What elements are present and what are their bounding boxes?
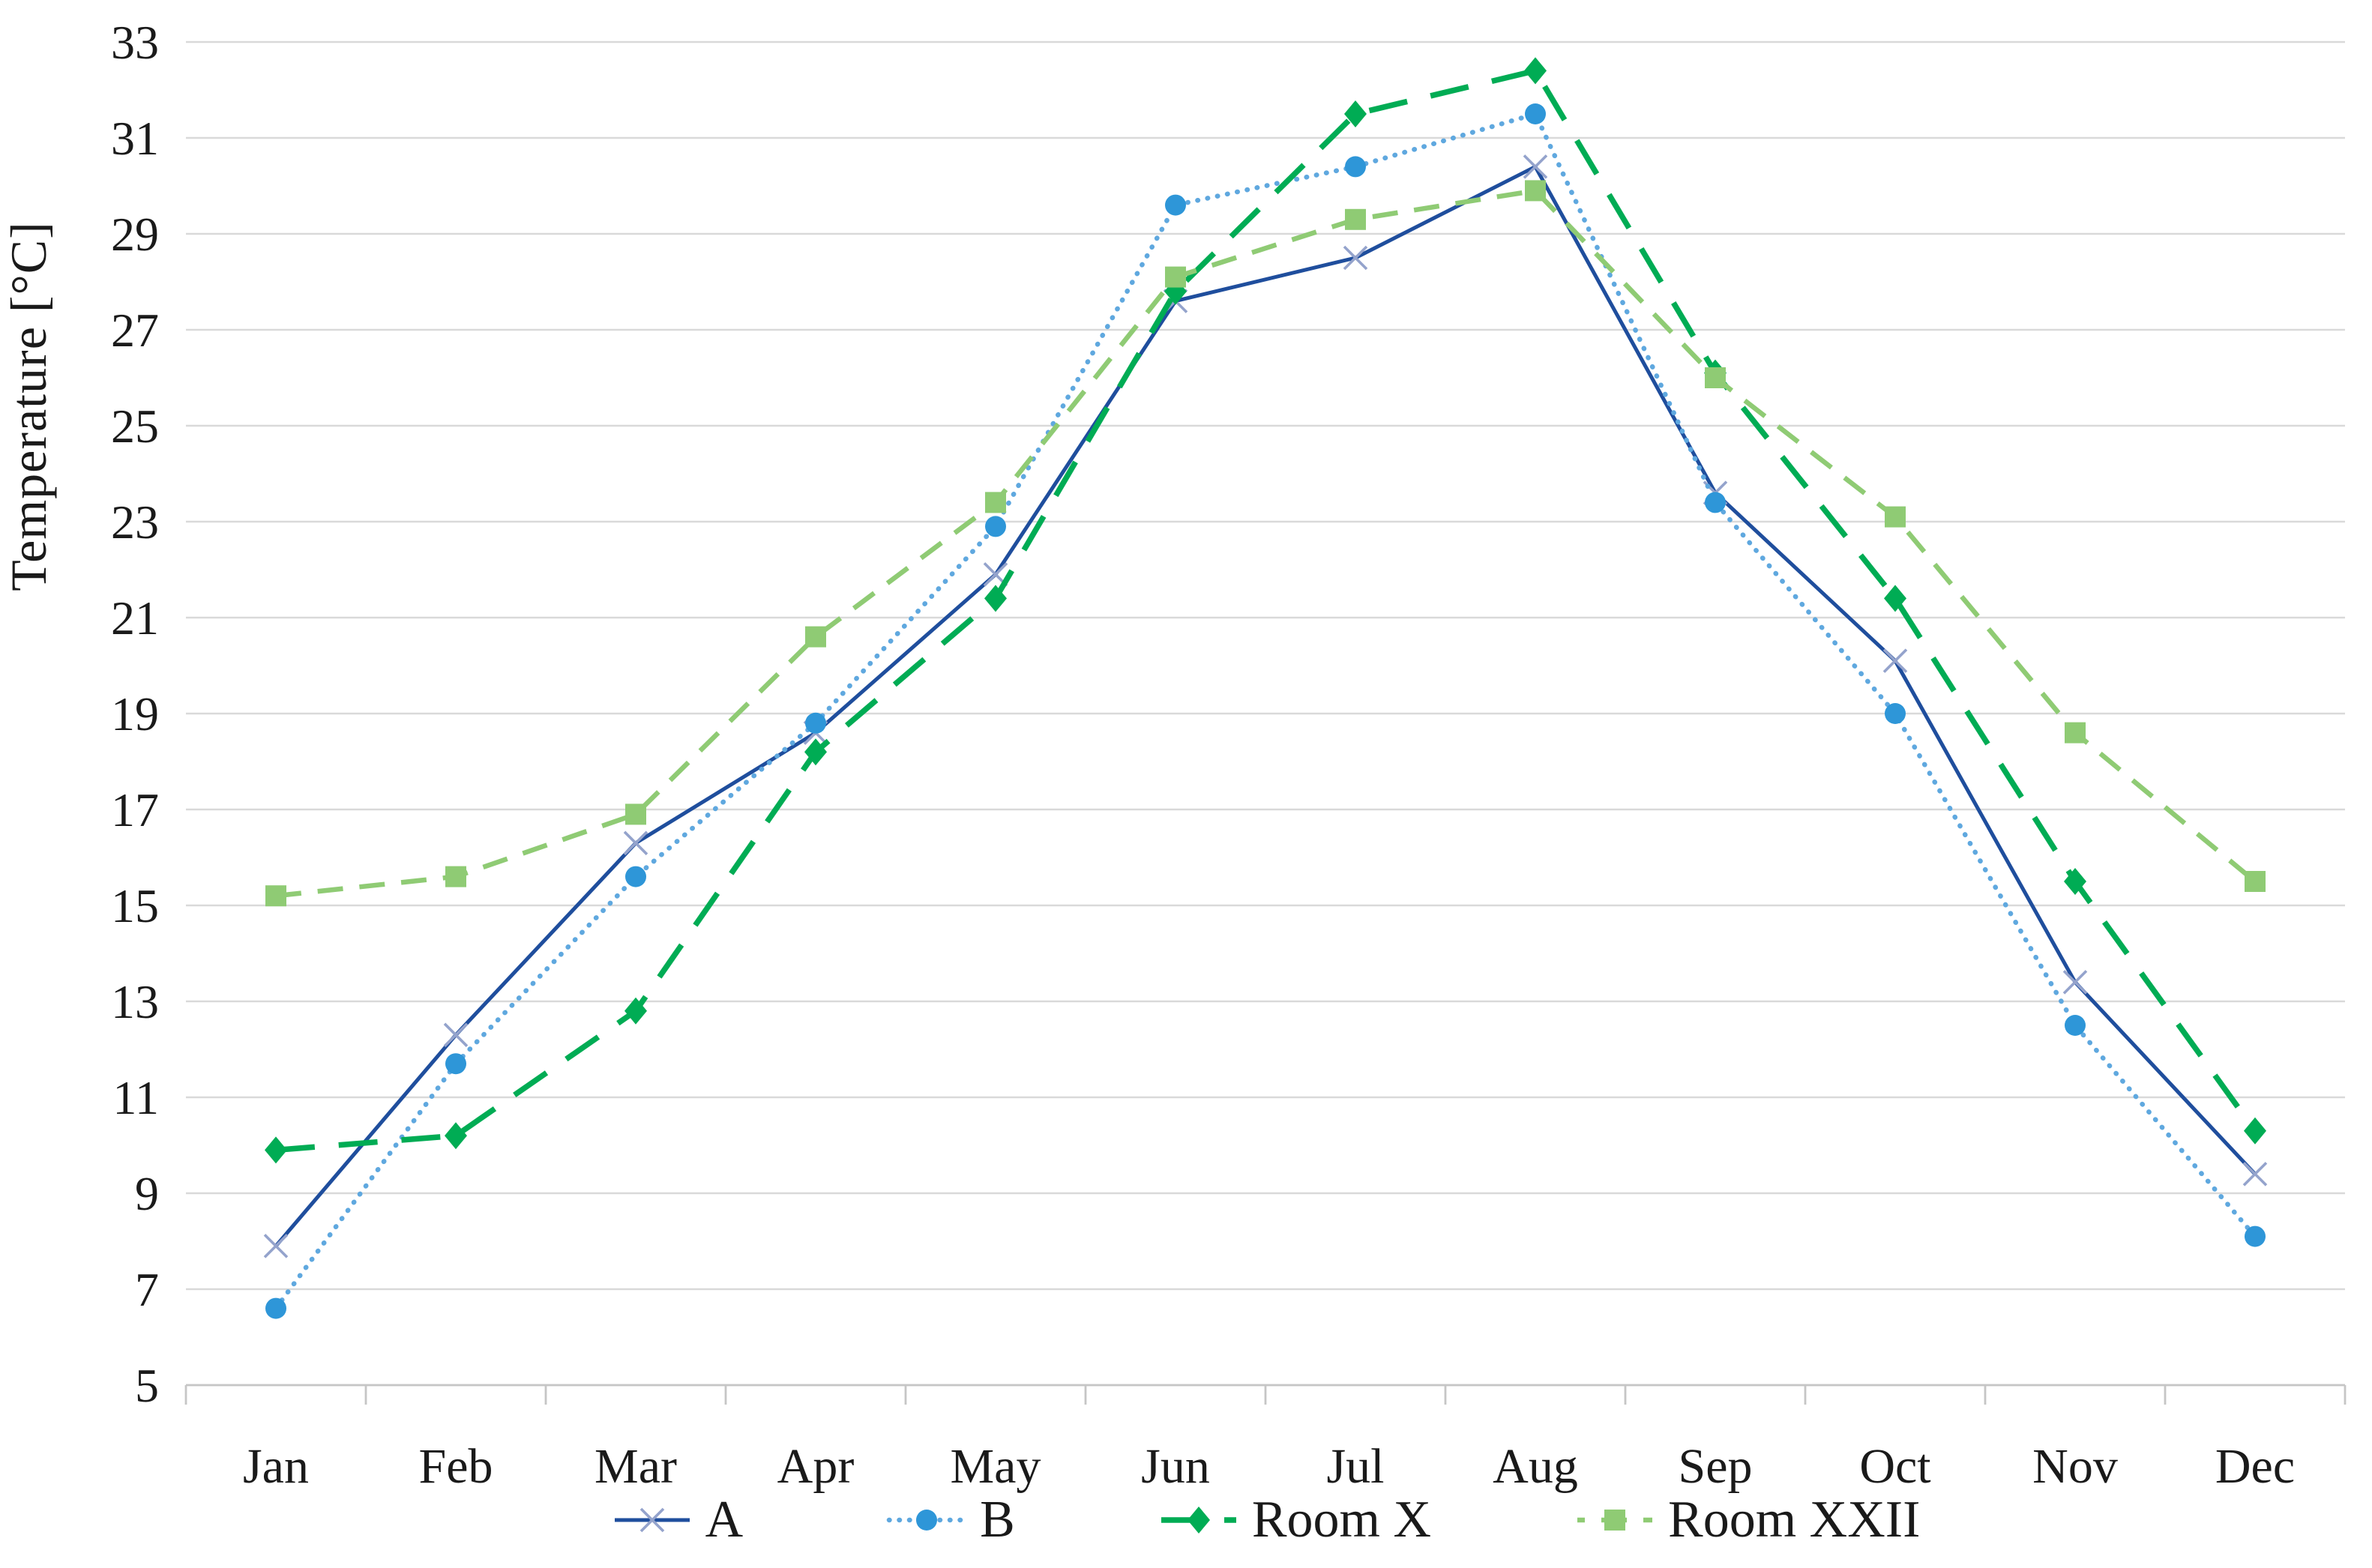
- square-marker-icon: [1165, 266, 1186, 288]
- legend-sample-diamond: [1161, 1507, 1236, 1534]
- x-tick-label: Sep: [1679, 1439, 1753, 1494]
- series-line: [275, 188, 2257, 899]
- y-tick-label: 13: [111, 975, 159, 1028]
- square-marker-icon: [625, 803, 646, 825]
- circle-marker-icon: [2065, 1015, 2086, 1036]
- circle-marker-icon: [916, 1510, 938, 1531]
- square-marker-icon: [985, 492, 1006, 513]
- series-line: [275, 67, 2258, 1154]
- diamond-marker-icon: [1884, 585, 1906, 612]
- legend-label: A: [705, 1491, 744, 1549]
- y-tick-label: 17: [111, 783, 159, 836]
- x-tick-label: Mar: [594, 1439, 677, 1494]
- legend-sample-circle: [886, 1510, 967, 1531]
- y-tick-label: 11: [112, 1071, 159, 1124]
- x-cross-marker-icon: [443, 1022, 469, 1048]
- x-tick-label: May: [951, 1439, 1041, 1494]
- series-room-xxii: [265, 180, 2266, 907]
- y-tick-label: 29: [111, 208, 159, 261]
- x-tick-label: Jan: [243, 1439, 309, 1494]
- legend-item-room-x: Room X: [1158, 1490, 1431, 1550]
- diamond-marker-icon: [984, 585, 1007, 612]
- x-tick-label: Nov: [2032, 1439, 2118, 1494]
- y-tick-label: 23: [111, 495, 159, 549]
- legend-item-a: A: [611, 1490, 744, 1550]
- x-cross-marker-icon: [1523, 154, 1548, 179]
- circle-marker-icon: [2245, 1225, 2266, 1247]
- y-tick-label: 27: [111, 304, 159, 357]
- legend-item-b: B: [885, 1490, 1015, 1550]
- y-tick-label: 33: [111, 16, 159, 69]
- diamond-marker-icon: [2244, 1117, 2266, 1145]
- square-marker-icon: [1604, 1510, 1626, 1531]
- circle-marker-icon: [625, 866, 646, 887]
- circle-marker-icon: [445, 1053, 466, 1075]
- square-marker-icon: [2245, 871, 2266, 892]
- y-tick-label: 7: [135, 1263, 159, 1316]
- x-cross-marker-icon: [263, 1234, 289, 1258]
- circle-marker-icon: [1345, 156, 1366, 178]
- x-cross-marker-icon: [623, 830, 648, 856]
- legend-sample-square: [1577, 1510, 1653, 1531]
- series-b: [265, 103, 2266, 1319]
- circle-marker-icon: [805, 712, 826, 734]
- diamond-marker-icon: [445, 1122, 467, 1150]
- x-tick-label: Aug: [1493, 1439, 1578, 1494]
- diamond-marker-icon: [2064, 868, 2086, 895]
- legend: A B Room X Room XXII: [186, 1475, 2345, 1565]
- y-tick-label: 15: [111, 879, 159, 932]
- series-line: [274, 164, 2257, 1248]
- legend-item-room-xxii: Room XXII: [1574, 1490, 1920, 1550]
- series-room-x: [265, 57, 2266, 1164]
- x-cross-marker-icon: [2062, 970, 2088, 995]
- x-tick-label: Dec: [2215, 1439, 2295, 1494]
- square-marker-icon: [1345, 208, 1366, 230]
- square-marker-icon: [1525, 180, 1546, 202]
- legend-label: Room X: [1251, 1491, 1432, 1549]
- y-tick-label: 5: [135, 1359, 159, 1412]
- series-a: [263, 154, 2268, 1258]
- x-cross-marker-icon: [2242, 1162, 2268, 1186]
- diamond-marker-icon: [804, 738, 827, 766]
- y-tick-label: 19: [111, 687, 159, 741]
- diamond-marker-icon: [1344, 100, 1367, 127]
- diamond-marker-icon: [1187, 1507, 1210, 1534]
- y-tick-label: 21: [111, 591, 159, 645]
- circle-marker-icon: [985, 516, 1006, 537]
- circle-marker-icon: [265, 1297, 286, 1319]
- legend-sample-x-cross: [614, 1507, 690, 1533]
- y-tick-label: 9: [135, 1167, 159, 1220]
- square-marker-icon: [2065, 722, 2086, 744]
- x-tick-label: Jul: [1326, 1439, 1384, 1494]
- circle-marker-icon: [1705, 492, 1726, 513]
- circle-marker-icon: [1885, 703, 1906, 724]
- circle-marker-icon: [1525, 103, 1546, 124]
- square-marker-icon: [445, 866, 466, 887]
- diamond-marker-icon: [624, 997, 647, 1025]
- x-cross-marker-icon: [639, 1507, 664, 1533]
- square-marker-icon: [1705, 367, 1726, 388]
- diamond-marker-icon: [265, 1136, 287, 1164]
- x-tick-label: Feb: [419, 1439, 493, 1494]
- legend-label: Room XXII: [1668, 1491, 1921, 1549]
- x-tick-label: Jun: [1141, 1439, 1210, 1494]
- square-marker-icon: [805, 626, 826, 648]
- diamond-marker-icon: [1524, 57, 1547, 85]
- y-tick-label: 25: [111, 399, 159, 453]
- y-tick-label: 31: [111, 112, 159, 165]
- legend-label: B: [980, 1491, 1015, 1549]
- circle-marker-icon: [1165, 194, 1186, 216]
- series-line: [273, 111, 2258, 1311]
- x-tick-label: Apr: [777, 1439, 855, 1494]
- square-marker-icon: [1885, 506, 1906, 528]
- x-tick-label: Oct: [1859, 1439, 1930, 1494]
- x-cross-marker-icon: [1882, 648, 1908, 673]
- square-marker-icon: [265, 885, 286, 907]
- y-axis-title: Temperature [°C]: [0, 221, 57, 591]
- x-cross-marker-icon: [1343, 245, 1368, 271]
